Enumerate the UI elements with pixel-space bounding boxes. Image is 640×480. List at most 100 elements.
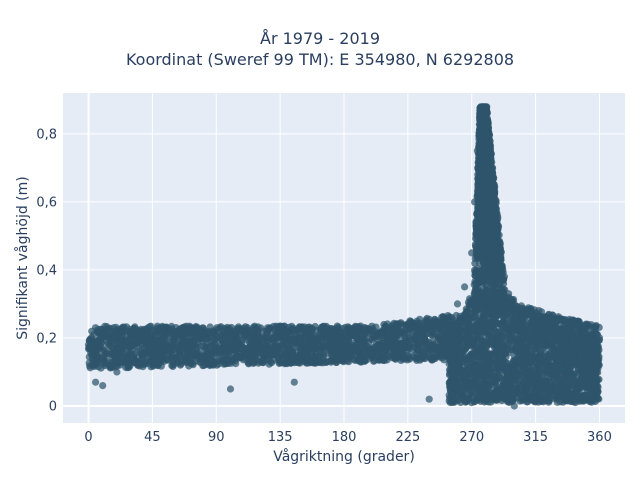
scatter-point (358, 339, 366, 347)
scatter-point (336, 345, 344, 353)
scatter-point (193, 348, 201, 357)
scatter-point (521, 354, 529, 362)
scatter-point (378, 356, 387, 364)
scatter-point (448, 314, 456, 322)
scatter-point (552, 358, 560, 366)
scatter-point (545, 360, 553, 368)
scatter-point (486, 340, 494, 348)
scatter-point (510, 323, 519, 331)
scatter-point (257, 353, 265, 361)
scatter-point (266, 358, 274, 366)
scatter-point (516, 340, 524, 348)
scatter-point (297, 339, 305, 347)
scatter-point (539, 356, 547, 364)
scatter-point (423, 314, 431, 322)
scatter-point (303, 326, 311, 334)
scatter-point (233, 352, 242, 360)
scatter-point (497, 393, 505, 401)
scatter-point (117, 344, 125, 352)
scatter-point (112, 323, 120, 331)
scatter-point (191, 340, 199, 349)
scatter-point (574, 366, 582, 374)
scatter-point (102, 326, 110, 334)
scatter-point (431, 354, 439, 362)
scatter-point (439, 348, 447, 356)
scatter-point (491, 350, 499, 358)
scatter-point (221, 357, 229, 365)
scatter-point (273, 334, 281, 342)
scatter-point (224, 351, 232, 359)
scatter-point (483, 363, 491, 371)
scatter-point (563, 368, 571, 377)
scatter-point (455, 374, 464, 382)
scatter-point (575, 320, 583, 328)
scatter-point (213, 324, 221, 332)
scatter-point (91, 343, 99, 351)
scatter-point (561, 382, 569, 391)
scatter-point (159, 355, 168, 363)
scatter-point (355, 327, 363, 335)
scatter-point (438, 354, 446, 362)
scatter-point (97, 364, 105, 372)
scatter-point (569, 331, 577, 339)
scatter-point (588, 397, 596, 405)
scatter-point (546, 328, 554, 336)
scatter-point (151, 359, 159, 368)
scatter-point (267, 335, 275, 344)
scatter-point (529, 379, 537, 387)
scatter-point (186, 349, 194, 357)
scatter-point (587, 321, 596, 329)
scatter-point (390, 342, 398, 351)
scatter-point (486, 332, 494, 340)
scatter-point (311, 346, 319, 354)
scatter-point (576, 385, 584, 393)
scatter-point (123, 357, 131, 365)
scatter-point (496, 373, 504, 382)
scatter-point (488, 314, 496, 322)
scatter-point (186, 333, 194, 341)
scatter-point (189, 361, 197, 369)
scatter-point (130, 359, 138, 367)
scatter-point (557, 376, 565, 384)
scatter-point (456, 388, 464, 396)
scatter-point (511, 381, 519, 389)
scatter-point (236, 324, 244, 332)
scatter-point (287, 348, 295, 356)
scatter-point (511, 312, 519, 320)
scatter-point (248, 329, 256, 337)
scatter-point (138, 350, 146, 359)
scatter-point (344, 349, 352, 357)
scatter-point (211, 358, 219, 366)
scatter-point (327, 325, 335, 333)
scatter-point (131, 342, 139, 350)
scatter-point (575, 377, 584, 385)
scatter-point (250, 358, 258, 366)
scatter-point (168, 357, 177, 365)
scatter-point (88, 355, 97, 363)
scatter-point (566, 361, 574, 369)
scatter-point (582, 368, 590, 377)
scatter-point (389, 349, 397, 357)
scatter-point (327, 358, 335, 366)
scatter-point (311, 358, 319, 366)
scatter-point (305, 357, 313, 365)
scatter-point (193, 326, 201, 334)
scatter-point (449, 349, 457, 357)
scatter-point (538, 379, 547, 387)
scatter-point (109, 345, 117, 353)
scatter-point (518, 304, 526, 312)
scatter-point (508, 360, 516, 368)
scatter-point (372, 341, 380, 349)
scatter-point (176, 361, 184, 369)
scatter-point (520, 325, 528, 333)
scatter-point (536, 349, 544, 357)
scatter-point (204, 349, 212, 357)
scatter-point (152, 351, 161, 359)
scatter-point (447, 364, 455, 372)
scatter-point (350, 355, 358, 363)
scatter-point (140, 360, 148, 369)
scatter-point (115, 333, 123, 341)
scatter-point (520, 388, 529, 396)
